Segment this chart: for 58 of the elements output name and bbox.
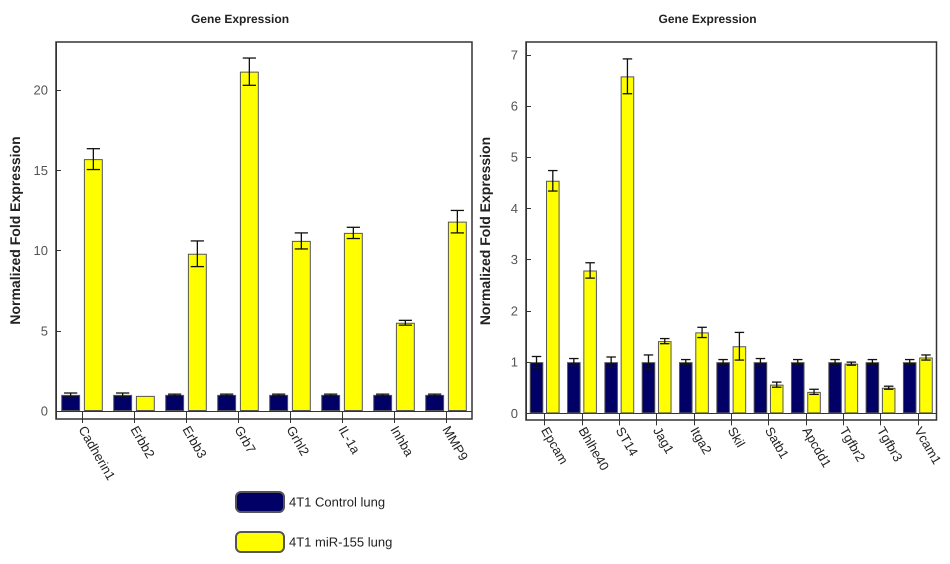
y-tick-label: 5 bbox=[510, 150, 518, 165]
y-tick-label: 15 bbox=[34, 162, 48, 178]
bar bbox=[321, 394, 340, 411]
bar bbox=[716, 362, 730, 414]
y-tick-label: 0 bbox=[40, 403, 48, 418]
bar bbox=[642, 362, 656, 414]
bar bbox=[188, 254, 207, 411]
bar bbox=[61, 394, 80, 411]
bar bbox=[604, 362, 618, 414]
bar bbox=[770, 384, 784, 414]
bar bbox=[902, 362, 916, 414]
y-tick-label: 5 bbox=[40, 323, 48, 338]
bar bbox=[866, 362, 880, 414]
bar bbox=[919, 358, 933, 414]
bar bbox=[165, 394, 184, 411]
bar bbox=[882, 388, 896, 414]
bar bbox=[679, 362, 693, 414]
bar bbox=[84, 159, 103, 411]
bar bbox=[567, 362, 581, 414]
bar bbox=[583, 270, 597, 414]
y-tick-label: 10 bbox=[34, 243, 48, 258]
bar bbox=[240, 72, 259, 411]
bar bbox=[828, 362, 842, 414]
bar bbox=[292, 240, 311, 411]
bar bbox=[546, 180, 560, 414]
y-tick-label: 0 bbox=[510, 406, 518, 421]
bar bbox=[732, 346, 746, 414]
legend-label: 4T1 miR-155 lung bbox=[289, 534, 392, 550]
x-tick-label: Skil bbox=[724, 424, 748, 450]
bar bbox=[269, 394, 288, 411]
bar bbox=[217, 394, 236, 411]
bar bbox=[695, 332, 709, 414]
y-tick-label: 2 bbox=[510, 303, 518, 318]
bar bbox=[754, 362, 768, 414]
bar bbox=[136, 396, 155, 411]
y-tick-label: 20 bbox=[34, 82, 48, 98]
chart-title: Gene Expression bbox=[658, 12, 757, 26]
bar bbox=[448, 222, 467, 411]
bar bbox=[790, 362, 805, 414]
chart-title: Gene Expression bbox=[190, 12, 290, 26]
y-tick-label: 6 bbox=[510, 98, 518, 114]
y-tick-label: 3 bbox=[510, 252, 518, 268]
bar bbox=[344, 232, 363, 411]
bar bbox=[658, 341, 672, 414]
bar bbox=[807, 392, 821, 414]
bar bbox=[425, 394, 444, 411]
bar bbox=[373, 394, 392, 411]
y-axis-title: Normalized Fold Expression bbox=[477, 136, 493, 326]
bar bbox=[620, 76, 634, 414]
y-tick-label: 7 bbox=[510, 47, 518, 62]
bar bbox=[396, 322, 415, 411]
bar bbox=[113, 394, 132, 411]
y-tick-label: 4 bbox=[510, 200, 518, 216]
y-axis-title: Normalized Fold Expression bbox=[7, 136, 23, 325]
legend-label: 4T1 Control lung bbox=[289, 494, 386, 510]
bar bbox=[530, 362, 544, 414]
y-tick-label: 1 bbox=[510, 354, 518, 370]
bar bbox=[844, 364, 858, 414]
